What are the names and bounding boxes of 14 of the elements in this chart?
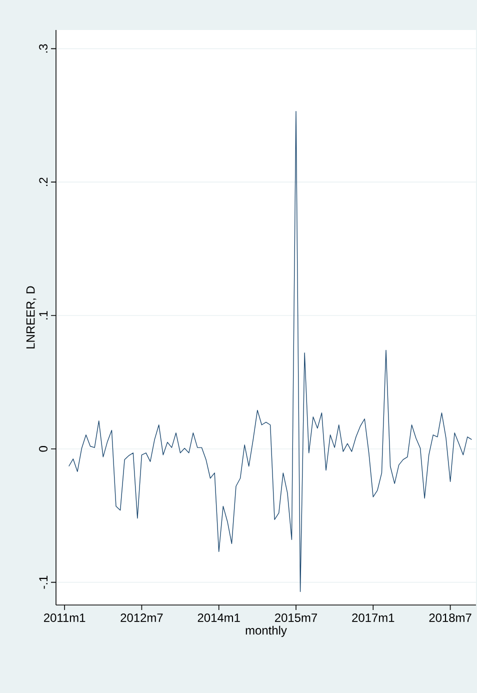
y-tick-label: .1 — [39, 311, 48, 320]
y-tick-label: .2 — [39, 178, 48, 186]
y-tick-label: .3 — [39, 44, 48, 53]
x-tick-label: 2015m7 — [274, 614, 317, 622]
x-tick-label: 2014m1 — [198, 614, 240, 622]
y-axis-title: LNREER, D — [26, 286, 36, 348]
x-axis-title: monthly — [246, 626, 287, 637]
x-tick-label: 2017m1 — [352, 614, 394, 622]
line-series — [68, 111, 472, 592]
y-tick-label: -.1 — [39, 576, 48, 589]
x-tick-label: 2011m1 — [44, 614, 86, 622]
x-tick-label: 2012m7 — [120, 614, 163, 622]
y-tick-label: 0 — [39, 446, 48, 452]
x-tick-label: 2018m7 — [429, 614, 472, 622]
